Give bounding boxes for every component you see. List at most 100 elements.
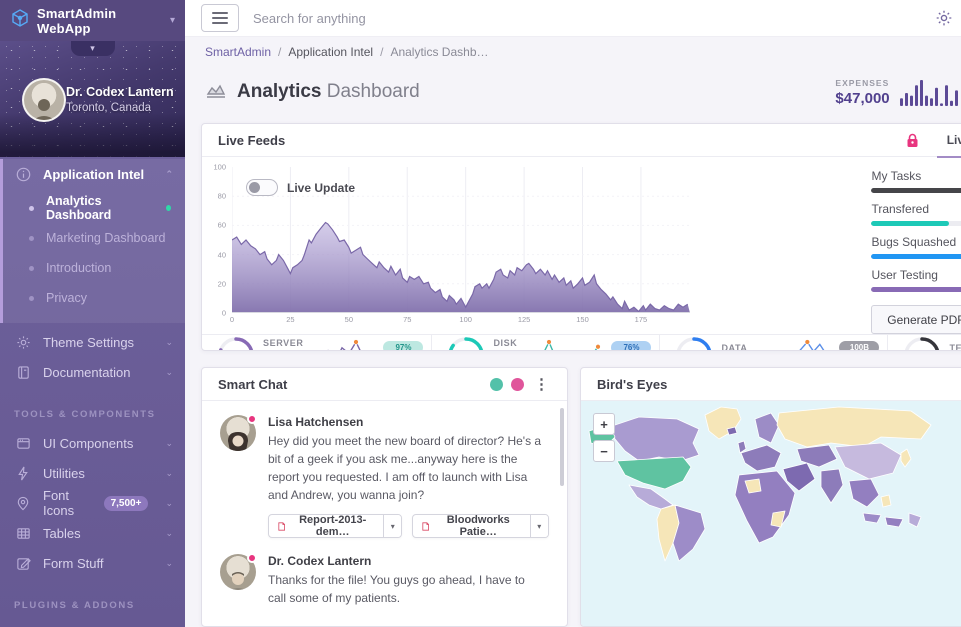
user-name: Dr. Codex Lantern bbox=[66, 85, 174, 99]
sidebar-item-marketing-dashboard[interactable]: Marketing Dashboard bbox=[3, 223, 185, 253]
server-load-badges: 97% 44% bbox=[383, 340, 424, 350]
generate-pdf-button[interactable]: Generate PDF bbox=[871, 305, 961, 334]
bottom-row: Smart Chat ⋮ Lisa Hatchensen bbox=[201, 367, 961, 627]
sidebar-nav: Application Intel ⌃ Analytics Dashboard … bbox=[0, 157, 185, 619]
sidebar-item-theme-settings[interactable]: Theme Settings ⌄ bbox=[0, 327, 185, 357]
map-zoom-in-button[interactable]: + bbox=[593, 413, 615, 435]
hamburger-menu-button[interactable] bbox=[201, 4, 239, 32]
profile-collapse-button[interactable]: ▾ bbox=[70, 41, 115, 56]
user-avatar[interactable] bbox=[22, 78, 66, 122]
sidebar: SmartAdmin WebApp ▾ ▾ Dr. Codex Lantern … bbox=[0, 0, 185, 627]
attachment-report-2013[interactable]: Report-2013-dem… bbox=[269, 515, 383, 537]
topbar: 1 11 bbox=[185, 0, 961, 37]
chat-sender-name: Lisa Hatchensen bbox=[268, 415, 364, 429]
user-profile-panel: ▾ Dr. Codex Lantern Toronto, Canada bbox=[0, 41, 185, 157]
sidebar-item-tables[interactable]: Tables ⌄ bbox=[0, 518, 185, 548]
sidebar-item-privacy[interactable]: Privacy bbox=[3, 283, 185, 313]
sidebar-item-documentation[interactable]: Documentation ⌄ bbox=[0, 357, 185, 387]
main-area: 1 11 SmartAdmin / Application Intel / An… bbox=[185, 0, 961, 627]
progress-track bbox=[871, 188, 961, 193]
chevron-down-icon: ⌄ bbox=[165, 467, 173, 478]
attachment-bloodworks[interactable]: Bloodworks Patie… bbox=[413, 515, 529, 537]
stat-user-testing: User Testing7 days bbox=[871, 268, 961, 292]
subheader: SmartAdmin / Application Intel / Analyti… bbox=[205, 45, 489, 59]
sidebar-item-analytics-dashboard[interactable]: Analytics Dashboard bbox=[3, 193, 185, 223]
search-input[interactable] bbox=[253, 10, 920, 26]
pencil-square-icon bbox=[14, 556, 32, 571]
map-zoom-out-button[interactable]: − bbox=[593, 440, 615, 462]
expenses-bar-sparkline bbox=[899, 80, 958, 106]
attachment-caret-icon[interactable]: ▾ bbox=[529, 515, 548, 537]
area-chart-icon bbox=[205, 81, 227, 104]
chat-message: Lisa Hatchensen Hey did you meet the new… bbox=[220, 414, 549, 540]
data-ttf-sparkline bbox=[799, 339, 825, 350]
attachment-chip: Bloodworks Patie… ▾ bbox=[412, 514, 549, 538]
live-update-toggle[interactable] bbox=[246, 179, 278, 196]
bullet-icon bbox=[29, 205, 34, 211]
chevron-down-icon: ⌄ bbox=[165, 527, 173, 538]
sidebar-item-introduction[interactable]: Introduction bbox=[3, 253, 185, 283]
sidebar-item-form-stuff[interactable]: Form Stuff ⌄ bbox=[0, 548, 185, 578]
live-feeds-title: Live Feeds bbox=[218, 132, 286, 148]
birds-eyes-header: Bird's Eyes ⋮ bbox=[581, 368, 961, 401]
chat-message-text: Hey did you meet the new board of direct… bbox=[268, 434, 542, 502]
sidebar-item-ui-components[interactable]: UI Components ⌄ bbox=[0, 428, 185, 458]
gear-icon bbox=[14, 335, 32, 350]
server-load-gauge: 75 bbox=[216, 335, 256, 350]
live-stats-column: My Tasks130 / 500 Transfered440 TB Bugs … bbox=[871, 157, 961, 334]
info-icon bbox=[14, 167, 32, 182]
lock-icon[interactable] bbox=[906, 133, 919, 148]
chat-attachments: Report-2013-dem… ▾ Bloodworks Patie… bbox=[268, 514, 549, 538]
chat-body: Lisa Hatchensen Hey did you meet the new… bbox=[202, 401, 567, 607]
bullet-icon bbox=[29, 295, 34, 301]
settings-gear-icon[interactable] bbox=[933, 7, 955, 29]
logo-bar[interactable]: SmartAdmin WebApp ▾ bbox=[0, 0, 185, 41]
bullet-icon bbox=[29, 235, 34, 241]
page-title: Analytics Dashboard bbox=[237, 81, 420, 102]
chat-scrollbar[interactable] bbox=[560, 408, 564, 486]
progress-track bbox=[871, 254, 961, 259]
panel-dot-teal[interactable] bbox=[490, 377, 503, 391]
smart-chat-panel: Smart Chat ⋮ Lisa Hatchensen bbox=[201, 367, 568, 627]
breadcrumb-home[interactable]: SmartAdmin bbox=[205, 45, 272, 59]
kpi-tile-data-ttf: 23 DATATTF △ 100B 10% bbox=[660, 335, 889, 350]
online-status-dot bbox=[247, 553, 257, 563]
expenses-label: EXPENSES bbox=[835, 77, 890, 88]
pdf-file-icon bbox=[422, 521, 430, 531]
brand-chevron-icon[interactable]: ▾ bbox=[169, 15, 175, 26]
panel-dot-pink[interactable] bbox=[511, 377, 524, 391]
server-load-sparkline bbox=[328, 339, 362, 350]
world-map[interactable] bbox=[581, 401, 946, 626]
stat-my-tasks: My Tasks130 / 500 bbox=[871, 169, 961, 193]
tab-live-stats[interactable]: Live Stats bbox=[931, 124, 961, 158]
section-label-plugins: PLUGINS & ADDONS bbox=[14, 600, 135, 611]
chevron-down-icon: ⌄ bbox=[165, 557, 173, 568]
breadcrumb-section[interactable]: Application Intel bbox=[288, 45, 374, 59]
live-area-chart bbox=[231, 167, 690, 318]
kebab-menu-icon[interactable]: ⋮ bbox=[534, 375, 549, 393]
birds-eyes-title: Bird's Eyes bbox=[597, 376, 668, 392]
live-update-label: Live Update bbox=[287, 180, 356, 195]
map-pin-icon bbox=[14, 496, 32, 511]
smart-chat-title: Smart Chat bbox=[218, 376, 288, 392]
attachment-caret-icon[interactable]: ▾ bbox=[383, 515, 402, 537]
online-status-dot bbox=[247, 414, 257, 424]
data-ttf-badges: 100B 10% bbox=[839, 340, 880, 350]
application-intel-submenu: Analytics Dashboard Marketing Dashboard … bbox=[3, 189, 185, 323]
disk-space-badges: 76% 3% bbox=[611, 340, 652, 350]
expenses-kpi: EXPENSES $47,000 bbox=[835, 77, 958, 107]
sidebar-item-application-intel[interactable]: Application Intel ⌃ bbox=[3, 159, 185, 189]
data-ttf-gauge: 23 bbox=[674, 335, 714, 350]
live-chart-zone: Live Update 0 20 40 60 80 100 bbox=[202, 157, 702, 334]
chat-avatar-lisa[interactable] bbox=[220, 414, 257, 451]
chevron-down-icon: ⌄ bbox=[165, 497, 173, 508]
lightning-icon bbox=[14, 466, 32, 481]
sidebar-item-utilities[interactable]: Utilities ⌄ bbox=[0, 458, 185, 488]
sidebar-item-font-icons[interactable]: Font Icons 7,500+ ⌄ bbox=[0, 488, 185, 518]
chat-avatar-codex[interactable] bbox=[220, 553, 257, 590]
chat-message: Dr. Codex Lantern Thanks for the file! Y… bbox=[220, 553, 549, 607]
breadcrumb-current: Analytics Dashb… bbox=[390, 45, 489, 59]
live-indicator-dot bbox=[165, 205, 171, 211]
kpi-tile-disk-space: 79 DISKSPACE▽ 76% 3% bbox=[432, 335, 661, 350]
